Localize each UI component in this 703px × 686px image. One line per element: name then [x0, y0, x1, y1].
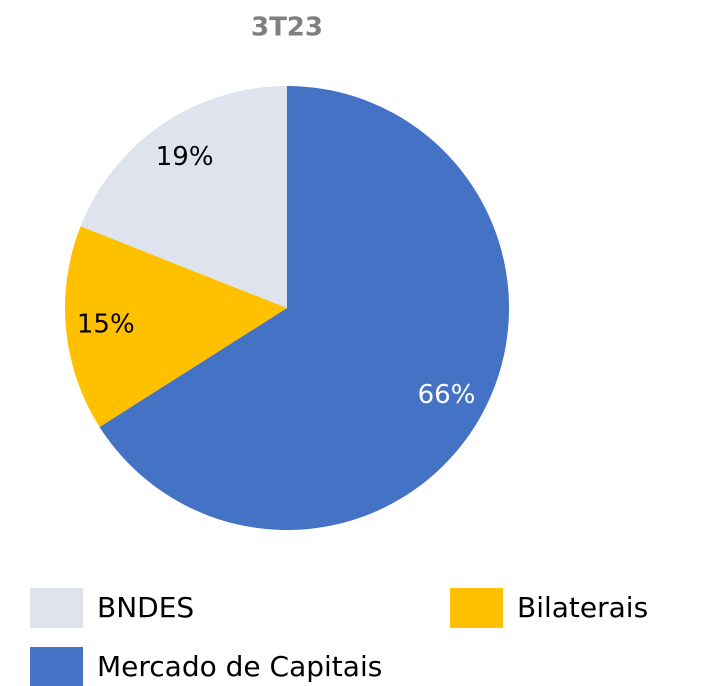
pie-slice	[65, 226, 287, 427]
pie-slice	[99, 86, 509, 531]
data-label: 66%	[418, 380, 476, 410]
data-label: 19%	[156, 142, 214, 172]
legend-swatch	[30, 588, 83, 628]
legend-label: Bilaterais	[517, 591, 648, 624]
chart-title: 3T23	[251, 13, 323, 43]
legend-swatch	[450, 588, 503, 628]
legend-label: Mercado de Capitais	[97, 650, 382, 683]
legend-label: BNDES	[97, 591, 194, 624]
legend-swatch	[30, 647, 83, 686]
data-label: 15%	[77, 310, 135, 340]
pie-slice	[80, 86, 287, 308]
